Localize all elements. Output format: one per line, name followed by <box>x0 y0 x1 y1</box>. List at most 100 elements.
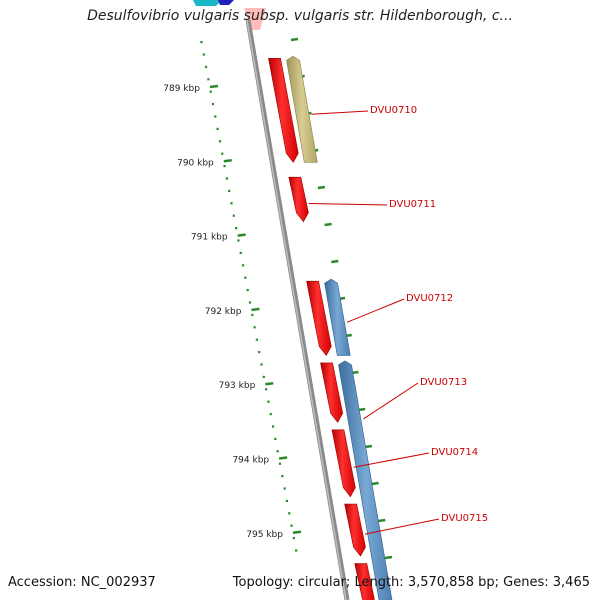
ruler-dot <box>232 214 235 217</box>
ruler-tick-label: 794 kbp <box>232 456 269 466</box>
ruler-tick <box>292 530 302 535</box>
gene-label-leader <box>353 452 430 468</box>
gene-label-dvu0714[interactable]: DVU0714 <box>431 447 478 458</box>
outer-ruler-tick <box>364 444 373 449</box>
forward-cds-arrow[interactable] <box>320 362 343 423</box>
ruler-dot <box>207 78 210 81</box>
ruler-dot <box>241 264 245 267</box>
ruler-dot <box>209 90 212 93</box>
ruler-tick <box>209 84 219 89</box>
ruler-dot <box>276 450 279 453</box>
outer-ruler-tick <box>324 222 332 227</box>
ruler-tick-label: 791 kbp <box>191 233 228 243</box>
navy-feature <box>218 0 234 5</box>
ruler-dot <box>285 499 289 502</box>
topology-label: Topology: <box>232 575 294 590</box>
ruler-dot <box>288 512 291 515</box>
outer-ruler-tick <box>378 518 386 523</box>
gene-label-dvu0713[interactable]: DVU0713 <box>420 377 467 388</box>
ruler-tick-label: 793 kbp <box>219 381 256 391</box>
ruler-dot <box>239 251 242 254</box>
ruler-dot <box>274 437 277 440</box>
ruler-dot <box>253 326 256 329</box>
forward-cds-arrow[interactable] <box>354 563 375 600</box>
reverse-strand-track <box>286 55 394 600</box>
ruler-dot <box>295 549 298 552</box>
cyan-feature <box>193 0 222 6</box>
ruler-dot <box>283 487 286 490</box>
forward-strand-track <box>268 57 375 600</box>
ruler-dot <box>267 400 270 403</box>
ruler-dot <box>269 413 272 416</box>
gene-label-leader <box>311 110 369 115</box>
ruler-dot <box>281 475 284 478</box>
ruler-dot <box>216 127 219 130</box>
ruler-dot <box>260 363 263 366</box>
ruler-dot <box>237 239 240 242</box>
ruler-dot <box>202 53 205 56</box>
ruler-dot <box>204 65 208 68</box>
ruler-tick-label: 792 kbp <box>205 307 242 317</box>
ruler-dot <box>246 289 249 292</box>
ruler-tick-label: 789 kbp <box>163 84 200 94</box>
forward-cds-arrow[interactable] <box>344 503 366 557</box>
topology-value: circular <box>297 575 346 590</box>
outer-ruler-tick <box>317 185 326 190</box>
gene-label-dvu0711[interactable]: DVU0711 <box>389 199 436 210</box>
ruler-dot <box>225 177 228 180</box>
ruler-dot <box>228 189 231 192</box>
length-label: Length: <box>354 575 404 590</box>
ruler-tick <box>251 307 260 312</box>
ruler-dot <box>262 375 265 378</box>
gene-label-leader <box>308 202 388 206</box>
backbone-line <box>245 19 350 600</box>
ruler-dot <box>258 351 261 354</box>
genes-value: 3,465 <box>552 575 590 590</box>
ruler-tick <box>223 159 232 163</box>
genome-backbone <box>245 19 350 600</box>
ruler-dot <box>251 313 254 316</box>
ruler-tick-label: 790 kbp <box>177 158 214 168</box>
forward-cds-arrow[interactable] <box>331 429 356 498</box>
outer-ruler-tick <box>371 481 379 486</box>
reverse-cds-arrow[interactable] <box>338 360 394 600</box>
ruler-dot <box>230 202 233 205</box>
backbone-highlight <box>246 19 347 600</box>
reverse-cds-arrow[interactable] <box>286 55 318 163</box>
ruler-dot <box>265 388 268 391</box>
ruler-dot <box>248 301 252 304</box>
gene-labels: DVU0710 DVU0711 DVU0712 DVU0713 DVU0714 DVU07… <box>308 105 488 535</box>
forward-cds-arrow[interactable] <box>306 280 332 357</box>
ruler-tick-label: 795 kbp <box>246 530 283 540</box>
gene-label-dvu0712[interactable]: DVU0712 <box>406 293 453 304</box>
gene-label-dvu0710[interactable]: DVU0710 <box>370 105 417 116</box>
gene-label-leader <box>346 298 405 323</box>
ruler-tick <box>237 233 246 237</box>
reverse-cds-arrow[interactable] <box>324 278 351 356</box>
ruler-tick <box>278 456 288 460</box>
sequence-summary: Topology: circular; Length: 3,570,858 bp… <box>232 575 590 590</box>
ruler-dot <box>214 115 217 118</box>
ruler-dot <box>271 425 275 428</box>
ruler-tick <box>265 381 274 386</box>
gene-label-leader <box>364 518 440 535</box>
kbp-ruler: 789 kbp 790 kbp 791 kbp 792 kbp 793 kbp 794 k… <box>163 37 393 560</box>
ruler-dot <box>255 338 259 341</box>
ruler-dot <box>221 152 224 155</box>
gene-label-dvu0715[interactable]: DVU0715 <box>441 513 488 524</box>
outer-ruler-tick <box>290 37 299 42</box>
ruler-dot <box>292 537 295 540</box>
accession-value: NC_002937 <box>80 575 156 590</box>
ruler-dot <box>223 165 226 168</box>
top-partial-features <box>193 0 266 30</box>
accession-label: Accession: <box>8 575 77 590</box>
ruler-dot <box>200 41 203 44</box>
forward-cds-arrow[interactable] <box>288 176 309 223</box>
forward-cds-arrow[interactable] <box>268 57 299 163</box>
pink-feature <box>244 8 266 30</box>
ruler-dot <box>218 140 222 143</box>
accession-info: Accession: NC_002937 <box>8 575 156 590</box>
outer-ruler-tick <box>331 259 339 264</box>
ruler-dot <box>211 103 215 106</box>
